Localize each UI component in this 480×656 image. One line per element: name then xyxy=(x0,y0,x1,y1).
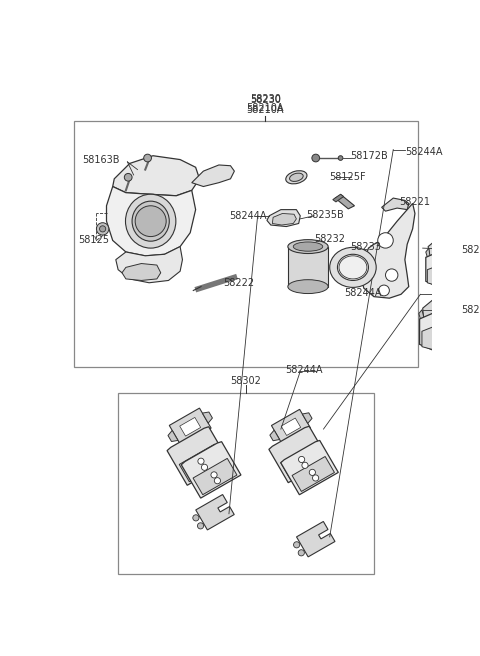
Polygon shape xyxy=(113,155,200,195)
Circle shape xyxy=(211,472,217,478)
Circle shape xyxy=(385,269,398,281)
Ellipse shape xyxy=(293,242,323,251)
Circle shape xyxy=(439,340,447,348)
Polygon shape xyxy=(428,237,457,257)
Circle shape xyxy=(379,285,389,296)
Circle shape xyxy=(96,222,109,235)
Text: 58230: 58230 xyxy=(250,94,281,104)
Circle shape xyxy=(312,475,319,481)
Circle shape xyxy=(99,226,106,232)
Polygon shape xyxy=(203,412,213,423)
Polygon shape xyxy=(180,417,201,436)
Text: 58232: 58232 xyxy=(314,234,345,244)
Circle shape xyxy=(298,550,304,556)
Polygon shape xyxy=(281,418,300,436)
Polygon shape xyxy=(122,264,161,281)
Polygon shape xyxy=(269,426,328,483)
Polygon shape xyxy=(281,440,338,495)
Circle shape xyxy=(193,515,199,521)
Polygon shape xyxy=(181,441,241,498)
Text: 58230: 58230 xyxy=(250,95,281,105)
Bar xyxy=(118,393,374,574)
Polygon shape xyxy=(422,327,458,350)
Text: 58244A: 58244A xyxy=(461,305,480,315)
Text: 58233: 58233 xyxy=(350,241,382,252)
Circle shape xyxy=(302,462,308,468)
Circle shape xyxy=(198,458,204,464)
Polygon shape xyxy=(270,430,279,441)
Circle shape xyxy=(144,154,152,162)
Text: 58210A: 58210A xyxy=(247,104,284,115)
Text: 58244A: 58244A xyxy=(345,288,382,298)
Polygon shape xyxy=(196,495,234,530)
Ellipse shape xyxy=(339,256,367,279)
Circle shape xyxy=(294,542,300,548)
Polygon shape xyxy=(271,409,311,444)
Circle shape xyxy=(215,478,220,483)
Polygon shape xyxy=(382,198,409,211)
Polygon shape xyxy=(107,186,196,256)
Polygon shape xyxy=(333,194,344,202)
Polygon shape xyxy=(193,459,237,495)
Polygon shape xyxy=(455,238,461,248)
Polygon shape xyxy=(297,522,335,557)
Ellipse shape xyxy=(286,171,307,184)
Text: 58244A: 58244A xyxy=(461,245,480,255)
Polygon shape xyxy=(267,210,300,226)
Polygon shape xyxy=(427,265,465,287)
Polygon shape xyxy=(450,300,456,310)
Polygon shape xyxy=(192,165,234,186)
Circle shape xyxy=(309,469,315,476)
Polygon shape xyxy=(302,413,312,423)
Text: 58244A: 58244A xyxy=(405,147,443,157)
Polygon shape xyxy=(419,310,425,321)
Polygon shape xyxy=(116,247,182,283)
Text: 58172B: 58172B xyxy=(350,151,388,161)
Circle shape xyxy=(202,464,207,470)
Circle shape xyxy=(312,154,320,162)
Polygon shape xyxy=(360,203,415,298)
Ellipse shape xyxy=(288,239,328,253)
Ellipse shape xyxy=(125,194,176,248)
Text: 58222: 58222 xyxy=(223,277,254,288)
Polygon shape xyxy=(288,247,328,287)
Text: 58125F: 58125F xyxy=(329,171,366,182)
Circle shape xyxy=(378,233,393,248)
Circle shape xyxy=(124,173,132,181)
Ellipse shape xyxy=(288,279,328,293)
Polygon shape xyxy=(335,195,355,209)
Polygon shape xyxy=(426,248,432,259)
Text: 58163B: 58163B xyxy=(82,155,119,165)
Text: 58221: 58221 xyxy=(399,197,431,207)
Polygon shape xyxy=(423,299,452,319)
Circle shape xyxy=(135,206,166,237)
Polygon shape xyxy=(292,457,335,491)
Polygon shape xyxy=(272,213,296,225)
Circle shape xyxy=(197,523,204,529)
Circle shape xyxy=(299,457,305,462)
Bar xyxy=(74,121,418,367)
Polygon shape xyxy=(426,252,466,287)
Polygon shape xyxy=(167,427,229,485)
Text: 58302: 58302 xyxy=(230,375,262,386)
Polygon shape xyxy=(179,444,225,482)
Text: 58244A: 58244A xyxy=(285,365,322,375)
Ellipse shape xyxy=(132,201,169,241)
Ellipse shape xyxy=(330,247,376,287)
Ellipse shape xyxy=(289,173,303,182)
Text: 58244A: 58244A xyxy=(229,211,266,221)
Polygon shape xyxy=(169,408,211,445)
Text: 58210A: 58210A xyxy=(247,103,284,113)
Ellipse shape xyxy=(337,255,369,281)
Circle shape xyxy=(439,331,447,338)
Text: 58235B: 58235B xyxy=(306,210,344,220)
Text: 58125: 58125 xyxy=(79,236,109,245)
Polygon shape xyxy=(281,443,324,480)
Circle shape xyxy=(338,155,343,160)
Polygon shape xyxy=(420,314,460,350)
Polygon shape xyxy=(168,430,178,441)
